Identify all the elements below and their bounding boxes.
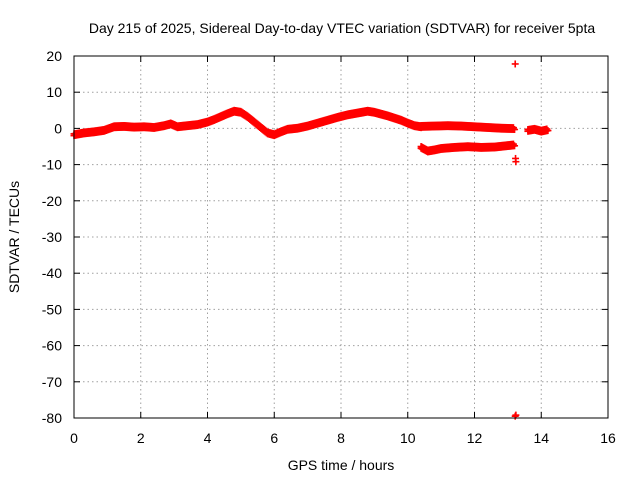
y-tick-label: 10 bbox=[46, 84, 62, 100]
x-axis-tick-labels: 0 2 4 6 8 10 12 14 16 bbox=[70, 430, 616, 446]
outlier-point bbox=[512, 158, 520, 166]
plot-frame bbox=[73, 55, 609, 419]
x-tick-label: 16 bbox=[600, 430, 616, 446]
y-tick-label: -70 bbox=[42, 374, 62, 390]
y-tick-label: -80 bbox=[42, 410, 62, 426]
x-tick-label: 2 bbox=[137, 430, 145, 446]
y-tick-label: -60 bbox=[42, 338, 62, 354]
data-point bbox=[544, 127, 552, 135]
data-points bbox=[70, 60, 552, 420]
y-tick-label: 20 bbox=[46, 48, 62, 64]
y-tick-label: 0 bbox=[54, 120, 62, 136]
x-tick-label: 0 bbox=[70, 430, 78, 446]
x-axis-label: GPS time / hours bbox=[288, 457, 395, 473]
chart-title: Day 215 of 2025, Sidereal Day-to-day VTE… bbox=[89, 20, 596, 36]
x-tick-label: 12 bbox=[467, 430, 483, 446]
y-axis-label: SDTVAR / TECUs bbox=[6, 181, 22, 293]
x-tick-label: 8 bbox=[337, 430, 345, 446]
y-tick-label: -20 bbox=[42, 193, 62, 209]
y-tick-label: -50 bbox=[42, 301, 62, 317]
outlier-point bbox=[511, 60, 519, 68]
x-tick-label: 4 bbox=[204, 430, 212, 446]
data-point bbox=[511, 142, 519, 150]
outlier-point bbox=[512, 411, 520, 419]
y-tick-label: -10 bbox=[42, 157, 62, 173]
data-point bbox=[511, 125, 519, 133]
y-tick-label: -40 bbox=[42, 265, 62, 281]
grid-lines bbox=[74, 56, 608, 418]
x-tick-label: 14 bbox=[533, 430, 549, 446]
x-tick-label: 6 bbox=[270, 430, 278, 446]
y-tick-label: -30 bbox=[42, 229, 62, 245]
x-tick-label: 10 bbox=[400, 430, 416, 446]
y-axis-tick-labels: 20 10 0 -10 -20 -30 -40 -50 -60 -70 -80 bbox=[42, 48, 62, 426]
